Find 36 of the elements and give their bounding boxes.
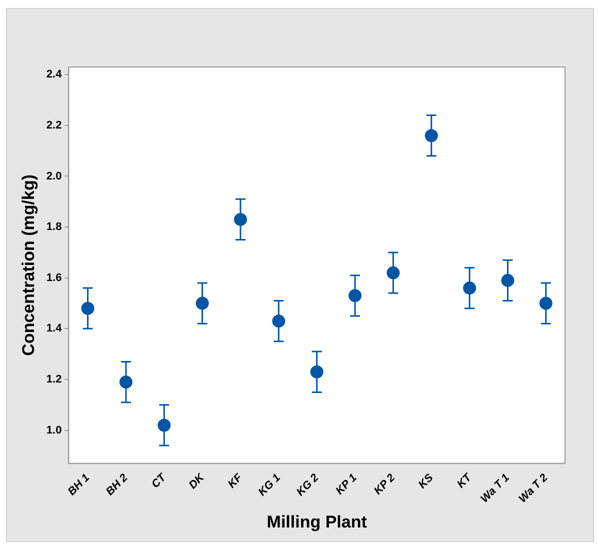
- x-tick-label: KG 2: [294, 472, 322, 498]
- point: [348, 289, 362, 302]
- x-tick-label: KS: [416, 471, 436, 492]
- x-tick-label: Wa T 1: [478, 472, 512, 506]
- y-tick-label: 1.4: [46, 322, 63, 335]
- y-axis-title: Concentration (mg/kg): [18, 174, 38, 356]
- x-tick-label: BH 2: [104, 472, 130, 498]
- point: [272, 314, 286, 328]
- point: [463, 282, 476, 295]
- point: [196, 296, 209, 310]
- point: [81, 302, 94, 315]
- point: [234, 212, 247, 226]
- y-tick-label: 1.0: [46, 424, 62, 436]
- y-tick-label: 2.4: [46, 68, 63, 81]
- x-tick-label: KP 1: [334, 472, 360, 498]
- x-axis-title: Milling Plant: [266, 512, 368, 532]
- y-tick-label: 2.2: [46, 119, 62, 132]
- y-tick-label: 2.0: [46, 170, 62, 182]
- point: [386, 266, 400, 280]
- y-tick-label: 1.8: [46, 221, 62, 234]
- x-tick-label: Wa T 2: [516, 472, 550, 506]
- x-tick-label: DK: [186, 471, 208, 492]
- point: [539, 296, 552, 310]
- x-tick-label: BH 1: [66, 472, 92, 498]
- point: [424, 129, 438, 142]
- x-tick-label: KF: [226, 472, 245, 491]
- x-tick-label: KP 2: [372, 472, 398, 498]
- point: [501, 274, 514, 287]
- point: [310, 365, 324, 378]
- x-tick-label: KG 1: [256, 472, 283, 498]
- point: [119, 376, 132, 389]
- point: [158, 418, 171, 432]
- y-tick-label: 1.6: [46, 272, 62, 284]
- x-tick-label: KT: [454, 470, 475, 491]
- y-tick-label: 1.2: [46, 374, 62, 386]
- x-tick-label: CT: [150, 470, 170, 491]
